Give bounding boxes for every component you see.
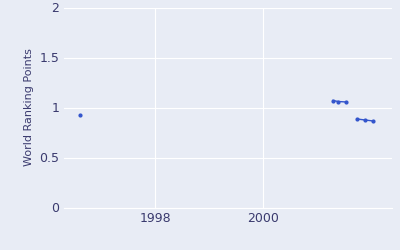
Y-axis label: World Ranking Points: World Ranking Points — [24, 48, 34, 166]
